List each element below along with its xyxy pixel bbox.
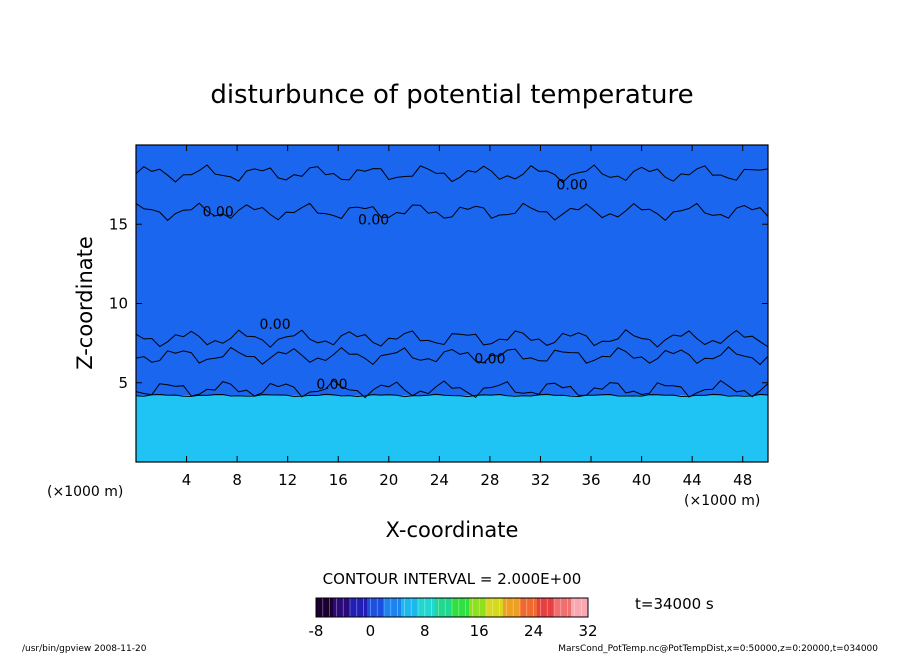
colorbar-tick-label: 16 [470, 622, 489, 640]
colorbar-swatch [571, 598, 589, 617]
y-tick-label: 15 [109, 215, 128, 233]
x-tick-label: 40 [632, 471, 651, 489]
contour-label: 0.00 [259, 317, 290, 333]
colorbar-swatch [401, 598, 419, 617]
colorbar-swatch [350, 598, 368, 617]
x-unit-label-left: (×1000 m) [47, 484, 123, 500]
x-tick-label: 4 [182, 471, 192, 489]
x-unit-label-right: (×1000 m) [684, 493, 760, 509]
colorbar-swatch [554, 598, 572, 617]
contour-label: 0.00 [203, 204, 234, 220]
x-tick-label: 32 [531, 471, 550, 489]
colorbar [315, 597, 589, 618]
x-tick-label: 24 [430, 471, 449, 489]
contour-label: 0.00 [474, 352, 505, 368]
contour-interval-text: CONTOUR INTERVAL = 2.000E+00 [323, 570, 582, 588]
footer-right: MarsCond_PotTemp.nc@PotTempDist,x=0:5000… [558, 644, 878, 654]
plot-area: 0.00 0.00 0.00 0.00 0.00 0.00 [136, 145, 768, 462]
colorbar-tick-label: -8 [309, 622, 324, 640]
x-tick-label: 8 [232, 471, 242, 489]
colorbar-tick-label: 8 [420, 622, 430, 640]
colorbar-swatch [384, 598, 402, 617]
footer-left: /usr/bin/gpview 2008-11-20 [22, 644, 147, 654]
colorbar-tick-label: 24 [524, 622, 543, 640]
contour-label: 0.00 [556, 177, 587, 193]
contour-line [136, 393, 768, 398]
x-tick-label: 48 [733, 471, 752, 489]
x-axis-label: X-coordinate [386, 518, 519, 542]
colorbar-swatch [418, 598, 436, 617]
chart-title: disturbunce of potential temperature [210, 80, 693, 110]
contour-line [136, 346, 768, 366]
colorbar-swatch [367, 598, 385, 617]
x-tick-label: 16 [329, 471, 348, 489]
colorbar-tick-label: 32 [578, 622, 597, 640]
time-text: t=34000 s [635, 595, 714, 613]
x-tick-label: 12 [278, 471, 297, 489]
contour-line [136, 329, 768, 348]
colorbar-swatch [333, 598, 351, 617]
contour-label: 0.00 [316, 377, 347, 393]
colorbar-swatch [452, 598, 470, 617]
contour-line [136, 202, 768, 222]
colorbar-frame [315, 597, 589, 618]
colorbar-swatch [520, 598, 538, 617]
y-tick-label: 5 [118, 374, 128, 392]
colorbar-ticks: -8 0 8 16 24 32 [309, 622, 598, 640]
y-axis: 5 10 15 [109, 215, 768, 392]
colorbar-swatch [435, 598, 453, 617]
x-tick-label: 36 [581, 471, 600, 489]
x-tick-label: 44 [683, 471, 702, 489]
colorbar-swatch [486, 598, 504, 617]
contour-label: 0.00 [358, 212, 389, 228]
x-tick-label: 20 [379, 471, 398, 489]
contour-line [136, 164, 768, 184]
y-axis-label: Z-coordinate [73, 236, 97, 370]
colorbar-swatch [503, 598, 521, 617]
x-tick-label: 28 [480, 471, 499, 489]
colorbar-swatch [537, 598, 555, 617]
colorbar-tick-label: 0 [366, 622, 376, 640]
colorbar-swatch [469, 598, 487, 617]
y-tick-label: 10 [109, 295, 128, 313]
x-axis: 4 8 12 16 20 24 28 32 36 40 44 48 [182, 145, 752, 489]
field-lower-region [136, 395, 768, 462]
contour-line [136, 379, 768, 399]
field-upper-region [136, 145, 768, 396]
colorbar-swatch [316, 598, 334, 617]
